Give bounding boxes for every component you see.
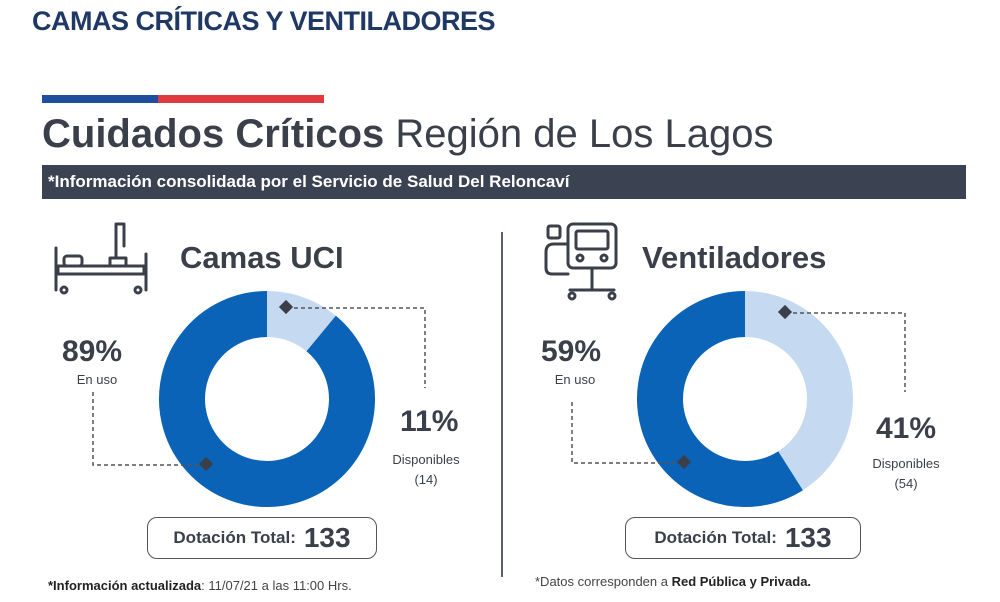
camas-in-use-label: En uso bbox=[76, 372, 118, 387]
ventiladores-title: Ventiladores bbox=[642, 240, 827, 275]
footer-update-note: *Información actualizada: 11/07/21 a las… bbox=[48, 578, 352, 593]
ventiladores-available-pct: 41% bbox=[876, 412, 937, 445]
page-title: CAMAS CRÍTICAS Y VENTILADORES bbox=[32, 6, 496, 36]
ventiladores-total-value: 133 bbox=[784, 522, 832, 553]
camas-total-box: Dotación Total: 133 bbox=[147, 517, 377, 559]
ventiladores-total-label: Dotación Total: bbox=[654, 528, 777, 547]
footer-source-bold: Red Pública y Privada. bbox=[671, 574, 812, 589]
ventiladores-in-use-label: En uso bbox=[554, 372, 596, 387]
headline-light: Región de Los Lagos bbox=[395, 112, 774, 156]
ventiladores-donut-chart bbox=[637, 291, 853, 507]
ventiladores-in-use-pct: 59% bbox=[541, 335, 602, 368]
ventilator-icon bbox=[544, 222, 618, 301]
ventiladores-available-label: Disponibles bbox=[872, 456, 940, 471]
camas-total-label: Dotación Total: bbox=[173, 528, 296, 547]
info-banner: *Información consolidada por el Servicio… bbox=[42, 165, 966, 199]
hospital-bed-icon bbox=[54, 222, 148, 295]
flag-stripe-red bbox=[158, 95, 324, 103]
camas-donut-chart bbox=[159, 291, 375, 507]
ventiladores-total-box: Dotación Total: 133 bbox=[625, 517, 861, 559]
camas-available-count: (14) bbox=[414, 472, 438, 487]
camas-available-pct: 11% bbox=[400, 405, 459, 438]
flag-stripe-blue bbox=[42, 95, 158, 103]
ventiladores-available-count: (54) bbox=[894, 476, 918, 491]
footer-source-prefix: *Datos corresponden a bbox=[535, 574, 672, 589]
camas-total-value: 133 bbox=[303, 522, 351, 553]
camas-in-use-pct: 89% bbox=[62, 335, 123, 368]
camas-donut-in-use bbox=[159, 291, 375, 507]
camas-title: Camas UCI bbox=[180, 240, 344, 275]
camas-available-label: Disponibles bbox=[392, 452, 460, 467]
footer-update-prefix: *Información actualizada bbox=[48, 578, 202, 593]
ventiladores-donut-in-use bbox=[637, 291, 803, 507]
headline-bold: Cuidados Críticos bbox=[42, 112, 385, 156]
footer-update-date: : 11/07/21 a las 11:00 Hrs. bbox=[201, 578, 352, 593]
infographic-headline: Cuidados Críticos Región de Los Lagos bbox=[42, 112, 773, 157]
footer-source-note: *Datos corresponden a Red Pública y Priv… bbox=[535, 574, 811, 589]
section-divider bbox=[501, 232, 503, 577]
